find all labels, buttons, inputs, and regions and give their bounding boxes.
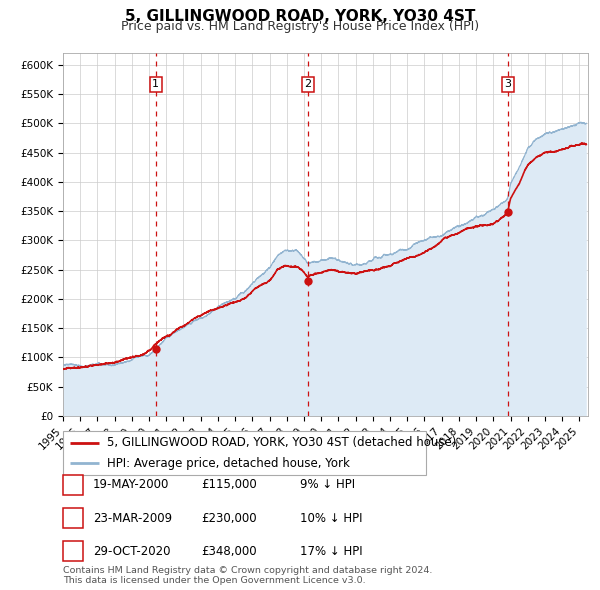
Text: HPI: Average price, detached house, York: HPI: Average price, detached house, York [107, 457, 349, 470]
Text: £230,000: £230,000 [201, 512, 257, 525]
Text: 29-OCT-2020: 29-OCT-2020 [93, 545, 170, 558]
Text: £348,000: £348,000 [201, 545, 257, 558]
Text: £115,000: £115,000 [201, 478, 257, 491]
Text: 5, GILLINGWOOD ROAD, YORK, YO30 4ST (detached house): 5, GILLINGWOOD ROAD, YORK, YO30 4ST (det… [107, 436, 456, 449]
Text: 3: 3 [69, 545, 77, 558]
Text: 17% ↓ HPI: 17% ↓ HPI [300, 545, 362, 558]
Text: Price paid vs. HM Land Registry's House Price Index (HPI): Price paid vs. HM Land Registry's House … [121, 20, 479, 33]
Text: 23-MAR-2009: 23-MAR-2009 [93, 512, 172, 525]
Text: 1: 1 [69, 478, 77, 491]
Text: 1: 1 [152, 79, 159, 89]
Text: 9% ↓ HPI: 9% ↓ HPI [300, 478, 355, 491]
Text: 10% ↓ HPI: 10% ↓ HPI [300, 512, 362, 525]
Text: 2: 2 [69, 512, 77, 525]
Text: 19-MAY-2000: 19-MAY-2000 [93, 478, 169, 491]
Text: Contains HM Land Registry data © Crown copyright and database right 2024.
This d: Contains HM Land Registry data © Crown c… [63, 566, 433, 585]
Text: 2: 2 [304, 79, 311, 89]
FancyBboxPatch shape [63, 431, 426, 475]
Text: 5, GILLINGWOOD ROAD, YORK, YO30 4ST: 5, GILLINGWOOD ROAD, YORK, YO30 4ST [125, 9, 475, 24]
Text: 3: 3 [504, 79, 511, 89]
